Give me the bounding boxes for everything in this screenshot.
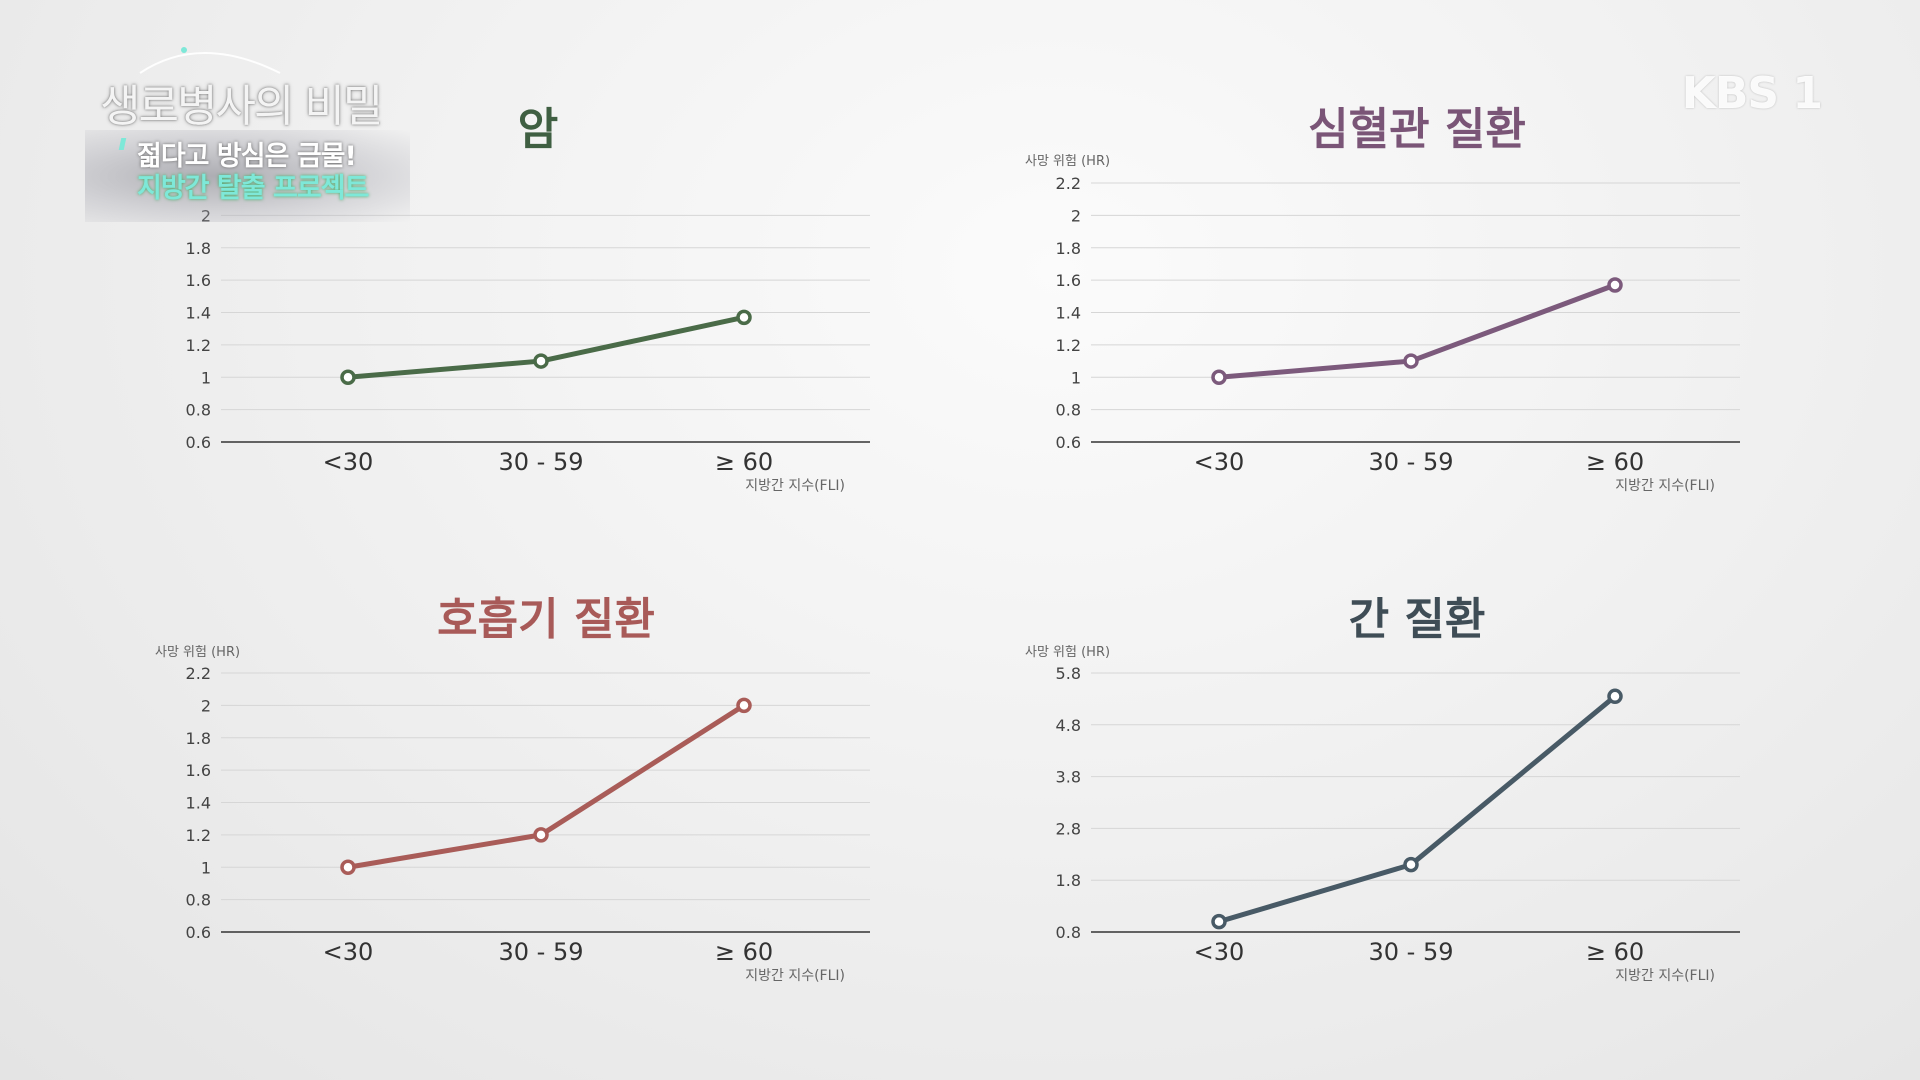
x-tick-label: <30 xyxy=(1194,448,1245,476)
y-tick-label: 0.8 xyxy=(1056,401,1081,420)
series-line xyxy=(347,314,745,380)
y-tick-label: 0.6 xyxy=(186,923,211,942)
y-tick-label: 1.2 xyxy=(186,826,211,845)
series-line xyxy=(347,703,746,870)
y-tick-label: 1.8 xyxy=(186,729,211,748)
broadcaster-logo: KBS 1 xyxy=(1681,68,1823,119)
y-tick-label: 1.8 xyxy=(1056,239,1081,258)
y-tick-label: 1.4 xyxy=(186,794,211,813)
y-tick-label: 2.8 xyxy=(1056,819,1081,838)
y-tick-label: 1 xyxy=(201,368,211,387)
y-axis-label: 사망 위험 (HR) xyxy=(1025,154,1110,169)
data-point xyxy=(340,369,356,385)
caption-dot-icon xyxy=(118,138,127,150)
y-tick-label: 0.8 xyxy=(1056,923,1081,942)
x-axis-label: 지방간 지수(FLI) xyxy=(1615,478,1715,494)
x-axis-label: 지방간 지수(FLI) xyxy=(745,968,845,984)
y-tick-label: 1.4 xyxy=(186,304,211,323)
chart-title: 암 xyxy=(518,104,558,155)
x-tick-label: 30 - 59 xyxy=(499,448,584,476)
y-tick-label: 1.8 xyxy=(186,239,211,258)
data-point xyxy=(1607,277,1623,293)
x-tick-label: ≥ 60 xyxy=(1586,448,1644,476)
y-tick-label: 2 xyxy=(201,696,211,715)
x-tick-label: <30 xyxy=(1194,938,1245,966)
data-point xyxy=(1403,353,1419,369)
chart-title: 심혈관 질환 xyxy=(1308,104,1526,155)
data-point xyxy=(533,827,549,843)
y-tick-label: 1 xyxy=(1071,368,1081,387)
x-tick-label: ≥ 60 xyxy=(715,448,773,476)
x-tick-label: <30 xyxy=(323,938,374,966)
y-tick-label: 1.6 xyxy=(1056,271,1081,290)
chart-title: 간 질환 xyxy=(1349,594,1486,645)
y-tick-label: 0.6 xyxy=(186,433,211,452)
series-line xyxy=(1218,694,1617,925)
data-point xyxy=(340,859,356,875)
show-title-logo: 생로병사의 비밀 xyxy=(100,81,383,132)
y-axis-label: 사망 위험 (HR) xyxy=(155,645,240,660)
data-point xyxy=(736,697,752,714)
x-axis-label: 지방간 지수(FLI) xyxy=(745,478,845,494)
caption-line2: 지방간 탈출 프로젝트 xyxy=(137,173,369,204)
caption-line1: 젊다고 방심은 금물! xyxy=(137,141,357,172)
y-tick-label: 0.6 xyxy=(1056,433,1081,452)
y-tick-label: 2 xyxy=(1071,206,1081,225)
data-point xyxy=(1607,688,1623,705)
y-tick-label: 2.2 xyxy=(186,664,211,683)
x-axis-label: 지방간 지수(FLI) xyxy=(1615,968,1715,984)
data-point xyxy=(533,353,549,369)
data-point xyxy=(1211,369,1227,385)
y-axis-label: 사망 위험 (HR) xyxy=(1025,645,1110,660)
y-tick-label: 3.8 xyxy=(1056,768,1081,787)
x-tick-label: ≥ 60 xyxy=(715,938,773,966)
data-point xyxy=(736,309,752,326)
show-logo-arc-icon xyxy=(139,47,281,74)
y-tick-label: 1.2 xyxy=(1056,336,1081,355)
y-tick-label: 1 xyxy=(201,858,211,877)
y-tick-label: 1.6 xyxy=(186,761,211,780)
y-tick-label: 1.2 xyxy=(186,336,211,355)
y-tick-label: 1.8 xyxy=(1056,871,1081,890)
y-tick-label: 0.8 xyxy=(186,401,211,420)
x-tick-label: 30 - 59 xyxy=(499,938,584,966)
y-tick-label: 5.8 xyxy=(1056,664,1081,683)
x-tick-label: <30 xyxy=(323,448,374,476)
caption-panel: 젊다고 방심은 금물! 지방간 탈출 프로젝트 xyxy=(85,130,410,222)
y-tick-label: 2.2 xyxy=(1056,174,1081,193)
data-point xyxy=(1403,856,1419,873)
chart-title: 호흡기 질환 xyxy=(437,594,655,645)
x-tick-label: 30 - 59 xyxy=(1369,938,1454,966)
x-tick-label: 30 - 59 xyxy=(1369,448,1454,476)
y-tick-label: 1.4 xyxy=(1056,304,1081,323)
y-tick-label: 1.6 xyxy=(186,271,211,290)
y-tick-label: 0.8 xyxy=(186,891,211,910)
x-tick-label: ≥ 60 xyxy=(1586,938,1644,966)
data-point xyxy=(1211,913,1227,930)
y-tick-label: 4.8 xyxy=(1056,716,1081,735)
